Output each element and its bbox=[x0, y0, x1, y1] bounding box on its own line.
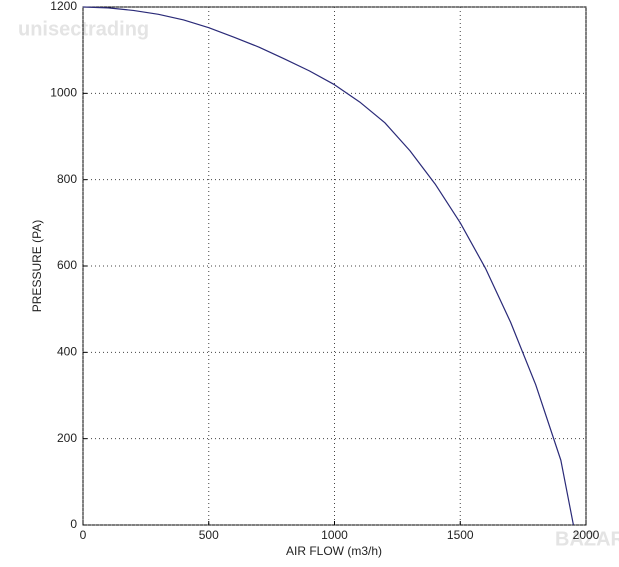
y-tick-label: 600 bbox=[57, 258, 77, 272]
x-tick-label: 2000 bbox=[573, 528, 600, 542]
y-tick-label: 1000 bbox=[50, 86, 77, 100]
x-tick-label: 1000 bbox=[321, 528, 348, 542]
x-tick-label: 1500 bbox=[447, 528, 474, 542]
y-tick-label: 0 bbox=[70, 517, 77, 531]
watermark: unisectrading bbox=[18, 18, 149, 40]
y-tick-label: 1200 bbox=[50, 0, 77, 13]
x-tick-label: 0 bbox=[80, 528, 87, 542]
watermark: BAZAR bbox=[555, 528, 619, 550]
y-axis-label: PRESSURE (PA) bbox=[30, 220, 44, 312]
y-tick-label: 400 bbox=[57, 345, 77, 359]
y-tick-label: 200 bbox=[57, 431, 77, 445]
x-tick-label: 500 bbox=[199, 528, 219, 542]
x-axis-label: AIR FLOW (m3/h) bbox=[286, 544, 382, 558]
data-line bbox=[82, 6, 575, 526]
y-tick-label: 800 bbox=[57, 172, 77, 186]
